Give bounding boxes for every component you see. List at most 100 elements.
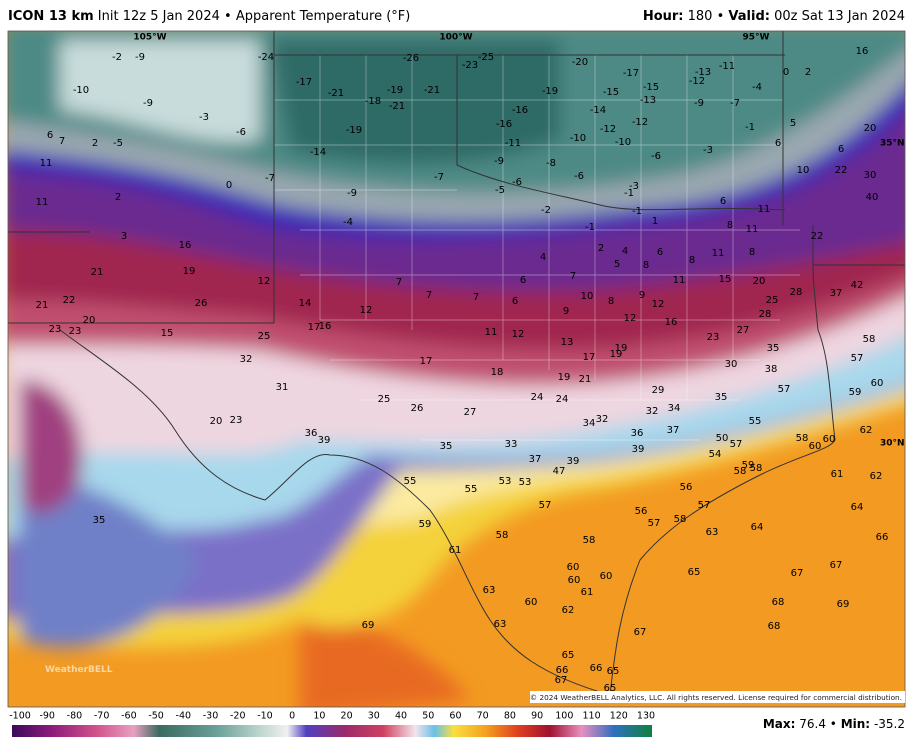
- station-value: 54: [709, 449, 722, 460]
- station-value: 63: [706, 527, 719, 538]
- station-value: 53: [519, 477, 532, 488]
- colorbar-tick-label: 70: [477, 711, 489, 722]
- station-value: 17: [420, 356, 433, 367]
- station-value: 20: [864, 123, 877, 134]
- station-value: 69: [362, 620, 375, 631]
- station-value: 7: [570, 271, 576, 282]
- field: Apparent Temperature (°F): [236, 9, 411, 24]
- station-value: 57: [851, 353, 864, 364]
- station-value: 5: [790, 118, 796, 129]
- station-value: 63: [483, 585, 496, 596]
- station-value: 42: [851, 280, 864, 291]
- station-value: -8: [546, 158, 556, 169]
- station-value: -9: [143, 98, 153, 109]
- separator: •: [830, 717, 837, 731]
- station-value: 37: [667, 425, 680, 436]
- station-value: 34: [668, 403, 681, 414]
- station-value: 5: [614, 259, 620, 270]
- station-value: 30: [864, 170, 877, 181]
- station-value: -24: [258, 52, 274, 63]
- station-value: 16: [665, 317, 678, 328]
- station-value: 28: [759, 309, 772, 320]
- station-value: -4: [343, 217, 353, 228]
- station-value: -11: [505, 138, 521, 149]
- station-value: 12: [512, 329, 525, 340]
- station-value: 7: [473, 292, 479, 303]
- longitude-label: 100°W: [439, 33, 472, 43]
- station-value: 60: [567, 562, 580, 573]
- colorbar-tick-label: 120: [610, 711, 628, 722]
- max-label: Max:: [763, 717, 796, 731]
- valid: 00z Sat 13 Jan 2024: [774, 9, 905, 24]
- station-value: -17: [623, 68, 639, 79]
- station-value: 12: [652, 299, 665, 310]
- station-value: 57: [648, 518, 661, 529]
- station-value: 47: [553, 466, 566, 477]
- station-value: 35: [715, 392, 728, 403]
- station-value: 65: [604, 683, 617, 694]
- station-value: 22: [835, 165, 848, 176]
- station-value: -7: [730, 98, 740, 109]
- station-value: 8: [749, 247, 755, 258]
- station-value: 60: [568, 575, 581, 586]
- station-value: 59: [419, 519, 432, 530]
- station-value: -11: [719, 61, 735, 72]
- station-value: -6: [236, 127, 246, 138]
- model: ICON 13 km: [8, 9, 94, 24]
- station-value: 65: [562, 650, 575, 661]
- station-value: -1: [632, 206, 642, 217]
- header-title: ICON 13 km Init 12z 5 Jan 2024 • Apparen…: [8, 9, 410, 24]
- station-value: 32: [596, 414, 609, 425]
- station-value: -2: [541, 205, 551, 216]
- hour-label: Hour:: [643, 9, 684, 24]
- station-value: 55: [404, 476, 417, 487]
- station-value: 57: [778, 384, 791, 395]
- station-value: 11: [746, 224, 759, 235]
- station-value: 25: [378, 394, 391, 405]
- station-value: -21: [424, 85, 440, 96]
- station-value: 35: [93, 515, 106, 526]
- station-value: -3: [629, 181, 639, 192]
- station-value: -23: [462, 60, 478, 71]
- station-value: 59: [849, 387, 862, 398]
- station-value: 6: [775, 138, 781, 149]
- station-value: 17: [583, 352, 596, 363]
- station-value: 55: [465, 484, 478, 495]
- colorbar-tick-label: 20: [341, 711, 353, 722]
- station-value: 67: [634, 627, 647, 638]
- station-value: 21: [36, 300, 49, 311]
- station-value: 4: [622, 246, 628, 257]
- station-value: 58: [496, 530, 509, 541]
- station-value: -18: [365, 96, 381, 107]
- station-value: 25: [766, 295, 779, 306]
- station-value: 57: [539, 500, 552, 511]
- station-value: 60: [600, 571, 613, 582]
- station-value: -9: [494, 156, 504, 167]
- station-value: 56: [635, 506, 648, 517]
- separator: •: [717, 9, 725, 24]
- colorbar-tick-label: -20: [230, 711, 246, 722]
- station-value: 20: [83, 315, 96, 326]
- station-value: -21: [389, 101, 405, 112]
- station-value: 56: [680, 482, 693, 493]
- station-value: 32: [240, 354, 253, 365]
- station-value: 7: [59, 136, 65, 147]
- station-value: -9: [347, 188, 357, 199]
- colorbar-tick-label: -30: [203, 711, 219, 722]
- station-value: 17: [308, 322, 321, 333]
- station-value: -1: [745, 122, 755, 133]
- separator: •: [224, 9, 232, 24]
- station-value: 57: [730, 439, 743, 450]
- station-value: 14: [299, 298, 312, 309]
- colorbar-tick-label: 90: [531, 711, 543, 722]
- station-value: 11: [40, 158, 53, 169]
- station-value: 2: [115, 192, 121, 203]
- colorbar-tick-label: -100: [9, 711, 31, 722]
- stats: Max: 76.4 • Min: -35.2: [763, 717, 905, 731]
- station-value: 19: [558, 372, 571, 383]
- colorbar-tick-label: 0: [289, 711, 295, 722]
- station-value: -7: [265, 173, 275, 184]
- station-value: -1: [585, 222, 595, 233]
- station-value: 36: [305, 428, 318, 439]
- colorbar-tick-label: 80: [504, 711, 516, 722]
